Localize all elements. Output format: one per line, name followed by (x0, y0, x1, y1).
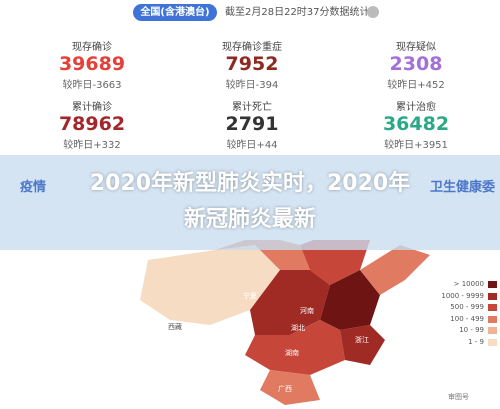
stat: 现存确诊 39689 较昨日-3663 (22, 38, 162, 91)
legend-label: 10 - 99 (459, 326, 484, 334)
legend-swatch (488, 281, 497, 288)
region (340, 325, 385, 365)
legend-swatch (488, 327, 497, 334)
stat-label: 现存疑似 (396, 42, 436, 53)
region (250, 270, 330, 335)
region (140, 245, 280, 325)
legend-label: 100 - 499 (450, 314, 484, 323)
stat-change: 较昨日+452 (387, 80, 445, 91)
map-label: 四川 (212, 345, 226, 353)
legend-swatch (488, 315, 497, 323)
stat-value: 2308 (389, 53, 443, 75)
map-label: 湖北 (291, 324, 305, 332)
stat-change: 较昨日-394 (225, 80, 279, 91)
region (320, 270, 380, 330)
overlay-right: 卫生健康委 (430, 180, 496, 195)
stat: 累计治愈 36482 较昨日+3951 (346, 98, 486, 151)
stat: 现存疑似 2308 较昨日+452 (346, 38, 486, 91)
legend-swatch (488, 338, 497, 346)
stat-value: 39689 (58, 53, 126, 75)
stat-value: 36482 (382, 113, 450, 135)
overlay-left: 疫情 (20, 180, 47, 195)
region (260, 370, 320, 405)
legend-label: 1 - 9 (468, 337, 484, 346)
title-line: 2020年新型肺炎实时，2020年 (89, 171, 411, 196)
stat-change: 较昨日-3663 (62, 80, 122, 91)
region (360, 245, 430, 295)
map-label: 云南 (230, 386, 244, 394)
stat-value: 7952 (225, 53, 279, 75)
map-label: 宁夏 (243, 292, 257, 300)
map (140, 240, 430, 405)
legend-swatch (488, 292, 497, 300)
scope-badge[interactable]: 全国(含港澳台) (133, 4, 217, 21)
stat-label: 累计治愈 (396, 102, 436, 113)
map-label: 西藏 (168, 323, 182, 331)
overlay-title: 2020年新型肺炎实时，2020年 新冠肺炎最新 (0, 166, 500, 238)
stat-label: 现存确诊重症 (222, 42, 282, 53)
title-line: 新冠肺炎最新 (183, 207, 316, 232)
stat-change: 较昨日+44 (226, 140, 278, 151)
stat-change: 较昨日+332 (63, 140, 121, 151)
stat-change: 较昨日+3951 (384, 140, 448, 151)
legend-swatch (488, 304, 497, 311)
stat-label: 现存确诊 (72, 42, 112, 53)
map-label: 广东 (318, 379, 332, 387)
overlay-band (0, 155, 500, 250)
stat: 现存确诊重症 7952 较昨日-394 (182, 38, 322, 91)
map-label: 河南 (300, 307, 314, 315)
stat-label: 累计死亡 (232, 102, 272, 113)
legend-label: 1000 - 9999 (441, 291, 484, 300)
legend-label: 500 - 999 (450, 303, 484, 311)
stat: 累计死亡 2791 较昨日+44 (182, 98, 322, 151)
info-icon[interactable] (367, 6, 379, 18)
stat: 累计确诊 78962 较昨日+332 (22, 98, 162, 151)
map-label: 浙江 (355, 336, 369, 344)
map-label: 广西 (278, 385, 292, 393)
region (245, 320, 345, 375)
legend-label: > 10000 (453, 280, 484, 288)
stat-value: 2791 (225, 113, 279, 135)
stat-value: 78962 (58, 113, 126, 135)
footer-note: 审图号 (448, 393, 469, 401)
timestamp: 截至2月28日22时37分数据统计 (225, 7, 370, 18)
stat-label: 累计确诊 (72, 102, 112, 113)
map-label: 湖南 (285, 349, 299, 357)
